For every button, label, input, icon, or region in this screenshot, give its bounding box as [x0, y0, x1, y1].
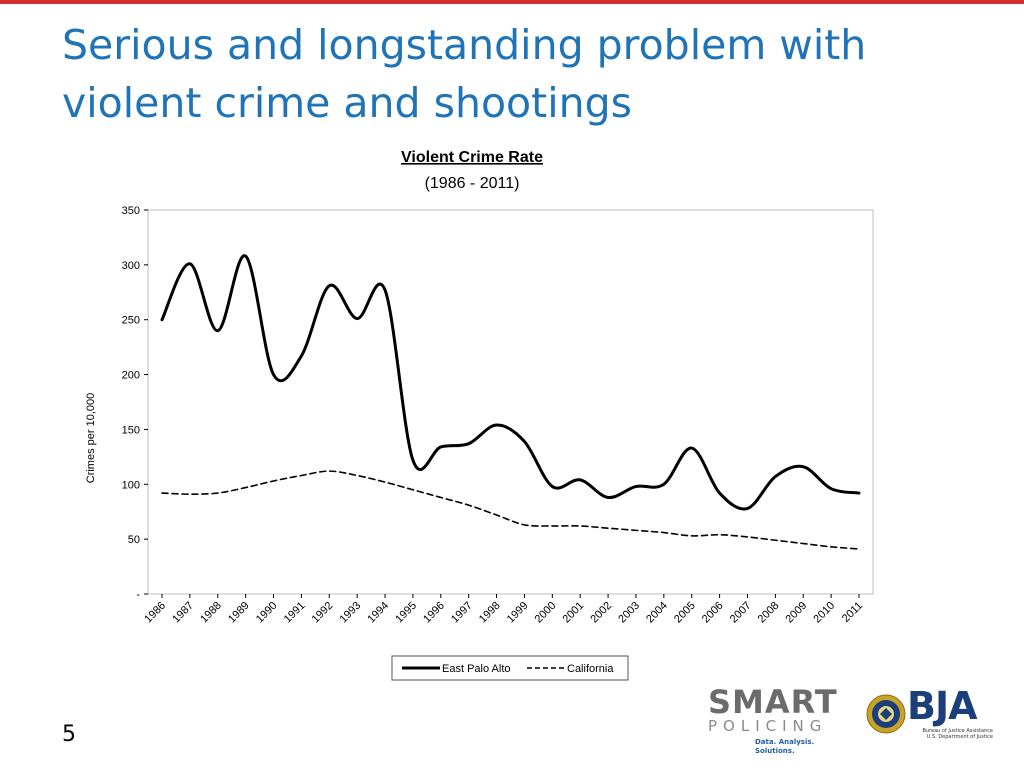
y-tick-label: 250 [122, 315, 140, 327]
x-tick-label: 1998 [477, 600, 503, 626]
x-tick-label: 2000 [533, 600, 559, 626]
x-tick-label: 1989 [226, 600, 252, 626]
x-tick-label: 1987 [170, 600, 196, 626]
x-tick-label: 1986 [142, 600, 168, 626]
y-tick-label: 150 [122, 424, 140, 436]
y-tick-label: 350 [122, 205, 140, 217]
x-tick-label: 1988 [198, 600, 224, 626]
doj-seal-icon [866, 694, 906, 734]
title-line-1: Serious and longstanding problem with [62, 21, 867, 69]
x-tick-label: 1991 [282, 600, 308, 626]
y-tick-label: 100 [122, 479, 140, 491]
legend-label: California [567, 663, 614, 675]
smart-word: SMART [708, 683, 838, 721]
smart-tagline: Data. Analysis. Solutions. [755, 738, 815, 755]
x-tick-label: 1997 [449, 600, 475, 626]
page-number: 5 [62, 722, 76, 747]
x-tick-label: 2006 [700, 600, 726, 626]
y-tick-label: - [136, 589, 140, 601]
footer-logos: SMART POLICING Data. Analysis. Solutions… [700, 683, 1000, 755]
legend-label: East Palo Alto [442, 663, 511, 675]
x-tick-label: 1995 [393, 600, 419, 626]
x-tick-label: 2002 [588, 600, 614, 626]
series-line-california [161, 470, 860, 550]
x-tick-label: 2003 [616, 600, 642, 626]
x-tick-label: 1996 [421, 600, 447, 626]
x-tick-label: 2001 [561, 600, 587, 626]
x-tick-label: 2004 [644, 600, 670, 626]
bja-subtitle: Bureau of Justice Assistance U.S. Depart… [908, 728, 993, 740]
x-tick-label: 2007 [728, 600, 754, 626]
x-tick-label: 2009 [784, 600, 810, 626]
x-tick-label: 1990 [254, 600, 280, 626]
x-tick-label: 1992 [310, 600, 336, 626]
slide-title: Serious and longstanding problem with vi… [62, 16, 962, 132]
x-tick-label: 2005 [672, 600, 698, 626]
chart-subtitle: (1986 - 2011) [425, 175, 520, 192]
bja-sub-line-1: Bureau of Justice Assistance [922, 728, 993, 734]
y-tick-label: 50 [128, 534, 140, 546]
policing-word: POLICING [708, 717, 828, 735]
series-line-east-palo-alto [160, 254, 861, 511]
y-tick-label: 300 [122, 260, 140, 272]
bja-sub-line-2: U.S. Department of Justice [926, 734, 993, 740]
plot-area [147, 209, 874, 595]
x-tick-label: 2011 [840, 600, 865, 625]
top-accent-bar [0, 0, 1024, 4]
smart-policing-logo: SMART POLICING Data. Analysis. Solutions… [700, 683, 850, 755]
x-tick-label: 1993 [337, 600, 363, 626]
x-tick-label: 2008 [756, 600, 782, 626]
bja-word: BJA [907, 684, 978, 728]
y-axis-label: Crimes per 10,000 [85, 393, 97, 484]
x-tick-label: 1994 [365, 600, 391, 626]
violent-crime-chart: Violent Crime Rate (1986 - 2011) Crimes … [85, 149, 874, 681]
title-line-2: violent crime and shootings [62, 79, 632, 127]
x-tick-label: 2010 [811, 600, 837, 626]
x-tick-label: 1999 [505, 600, 531, 626]
chart-title: Violent Crime Rate [401, 149, 543, 166]
y-tick-label: 200 [122, 370, 140, 382]
